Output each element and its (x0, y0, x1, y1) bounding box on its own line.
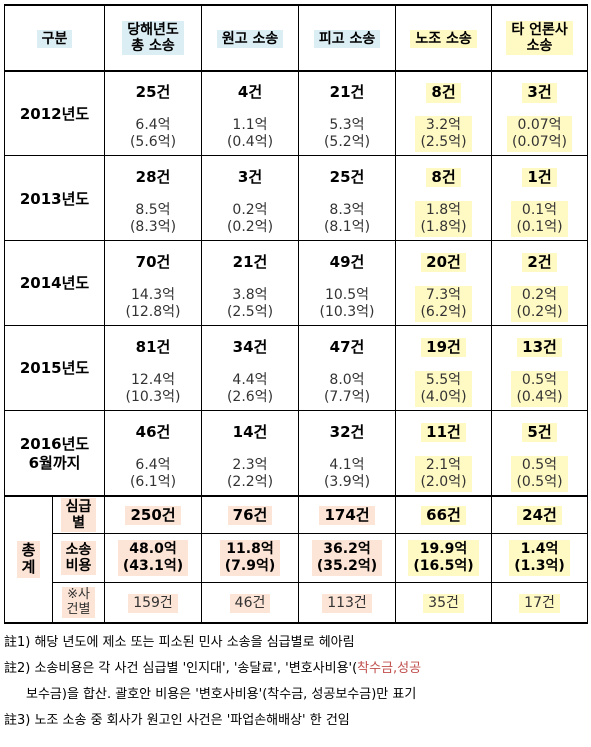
footnotes: 註1) 해당 년도에 제소 또는 피소된 민사 소송을 심급별로 헤아림 註2)… (4, 630, 587, 734)
year-media-cost: 0.5억 (0.4억) (491, 368, 589, 411)
year-plaintiff-cost: 3.8억 (2.5억) (201, 283, 300, 327)
year-media-cost: 0.5억 (0.5억) (491, 452, 589, 497)
totals-row3-labor: 35건 (395, 582, 493, 625)
header-defendant: 피고 소송 (298, 4, 397, 72)
header-media: 타 언론사 소송 (491, 4, 589, 72)
year-defendant-count: 49건 (298, 240, 397, 284)
year-defendant-cost: 8.3억 (8.1억) (298, 198, 397, 242)
year-total-cost: 8.5억 (8.3억) (104, 198, 203, 242)
year-total-count: 81건 (104, 325, 203, 369)
totals-row2-total: 48.0억 (43.1억) (104, 533, 203, 584)
year-total-count: 28건 (104, 155, 203, 199)
year-total-cost: 12.4억 (10.3억) (104, 368, 203, 411)
footnote-2: 註2) 소송비용은 각 사건 심급별 '인지대', '송달료', '변호사비용'… (4, 661, 422, 676)
litigation-table: 구분 당해년도 총 소송 원고 소송 피고 소송 노조 소송 타 언론사 소송 20… (3, 4, 589, 625)
totals-row1-labor: 66건 (395, 494, 493, 535)
year-media-count: 3건 (491, 70, 589, 114)
year-label: 2013년도 (3, 155, 106, 242)
year-labor-count: 11건 (395, 409, 493, 453)
header-labor: 노조 소송 (395, 4, 493, 72)
year-defendant-count: 25건 (298, 155, 397, 199)
totals-row1-defendant: 174건 (298, 494, 397, 535)
year-plaintiff-cost: 1.1억 (0.4억) (201, 113, 300, 157)
year-plaintiff-cost: 2.3억 (2.2억) (201, 452, 300, 497)
year-total-cost: 6.4억 (5.6억) (104, 113, 203, 157)
year-plaintiff-cost: 4.4억 (2.6억) (201, 368, 300, 411)
year-defendant-count: 47건 (298, 325, 397, 369)
year-plaintiff-cost: 0.2억 (0.2억) (201, 198, 300, 242)
totals-row1-plaintiff: 76건 (201, 494, 300, 535)
year-labor-cost: 2.1억 (2.0억) (395, 452, 493, 497)
year-media-count: 5건 (491, 409, 589, 453)
year-plaintiff-count: 3건 (201, 155, 300, 199)
year-total-count: 70건 (104, 240, 203, 284)
header-category: 구분 (3, 4, 106, 72)
year-defendant-cost: 5.3억 (5.2억) (298, 113, 397, 157)
year-media-cost: 0.2억 (0.2억) (491, 283, 589, 327)
header-plaintiff: 원고 소송 (201, 4, 300, 72)
footnote-2-cont: 보수금)을 합산. 괄호안 비용은 '변호사비용'(착수금, 성공보수금)만 표… (26, 687, 417, 702)
year-plaintiff-count: 21건 (201, 240, 300, 284)
totals-row3-total: 159건 (104, 582, 203, 625)
year-total-cost: 6.4억 (6.1억) (104, 452, 203, 497)
totals-row2-label: 소송 비용 (51, 533, 106, 584)
year-defendant-cost: 4.1억 (3.9억) (298, 452, 397, 497)
year-labor-count: 8건 (395, 155, 493, 199)
year-total-count: 25건 (104, 70, 203, 114)
year-labor-cost: 7.3억 (6.2억) (395, 283, 493, 327)
footnote-3: 註3) 노조 소송 중 회사가 원고인 사건은 '파업손해배상' 한 건임 (4, 713, 350, 728)
year-plaintiff-count: 4건 (201, 70, 300, 114)
year-label: 2016년도 6월까지 (3, 409, 106, 497)
year-labor-count: 20건 (395, 240, 493, 284)
totals-row1-media: 24건 (491, 494, 589, 535)
header-total: 당해년도 총 소송 (104, 4, 203, 72)
year-label: 2014년도 (3, 240, 106, 327)
year-media-cost: 0.1억 (0.1억) (491, 198, 589, 242)
year-defendant-cost: 8.0억 (7.7억) (298, 368, 397, 411)
totals-row3-media: 17건 (491, 582, 589, 625)
year-plaintiff-count: 14건 (201, 409, 300, 453)
year-label: 2015년도 (3, 325, 106, 411)
totals-row2-plaintiff: 11.8억 (7.9억) (201, 533, 300, 584)
year-media-count: 1건 (491, 155, 589, 199)
year-plaintiff-count: 34건 (201, 325, 300, 369)
totals-row3-plaintiff: 46건 (201, 582, 300, 625)
totals-row1-total: 250건 (104, 494, 203, 535)
year-total-cost: 14.3억 (12.8억) (104, 283, 203, 327)
totals-row2-media: 1.4억 (1.3억) (491, 533, 589, 584)
totals-row2-labor: 19.9억 (16.5억) (395, 533, 493, 584)
year-labor-cost: 5.5억 (4.0억) (395, 368, 493, 411)
year-media-count: 13건 (491, 325, 589, 369)
year-defendant-count: 32건 (298, 409, 397, 453)
year-labor-cost: 1.8억 (1.8억) (395, 198, 493, 242)
year-total-count: 46건 (104, 409, 203, 453)
year-labor-count: 19건 (395, 325, 493, 369)
year-media-cost: 0.07억 (0.07억) (491, 113, 589, 157)
year-defendant-cost: 10.5억 (10.3억) (298, 283, 397, 327)
totals-row3-defendant: 113건 (298, 582, 397, 625)
year-media-count: 2건 (491, 240, 589, 284)
totals-row2-defendant: 36.2억 (35.2억) (298, 533, 397, 584)
year-label: 2012년도 (3, 70, 106, 157)
year-defendant-count: 21건 (298, 70, 397, 114)
totals-row1-label: 심급 별 (51, 494, 106, 535)
totals-row3-label: ※사 건별 (51, 582, 106, 625)
year-labor-cost: 3.2억 (2.5억) (395, 113, 493, 157)
footnote-1: 註1) 해당 년도에 제소 또는 피소된 민사 소송을 심급별로 헤아림 (4, 635, 355, 650)
year-labor-count: 8건 (395, 70, 493, 114)
